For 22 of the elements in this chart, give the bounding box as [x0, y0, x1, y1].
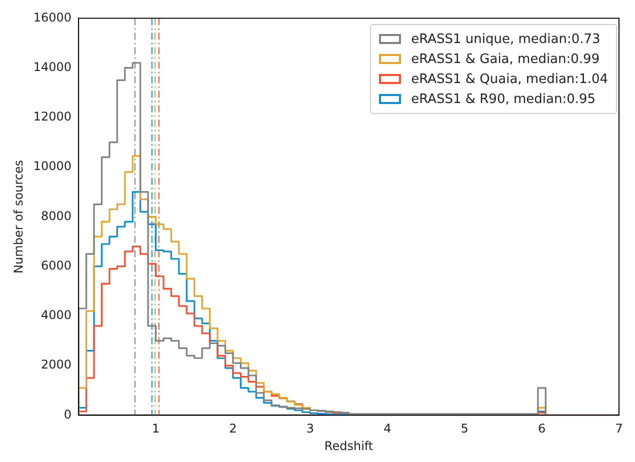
y-tick-label: 8000	[41, 208, 72, 223]
y-tick-label: 10000	[33, 159, 72, 174]
x-tick-label: 7	[615, 422, 623, 436]
x-axis-title: Redshift	[324, 438, 374, 453]
legend-label: eRASS1 & Quaia, median:1.04	[411, 72, 608, 86]
y-tick-label: 6000	[41, 258, 72, 272]
y-tick-label: 2000	[41, 358, 72, 372]
x-tick-label: 6	[538, 422, 546, 436]
x-tick-label: 4	[384, 422, 392, 436]
y-tick-label: 16000	[33, 10, 72, 24]
x-tick-label: 3	[306, 422, 314, 436]
y-tick-label: 0	[64, 407, 72, 422]
y-axis-title: Number of sources	[11, 160, 26, 274]
y-tick-label: 4000	[41, 308, 72, 322]
x-tick-label: 1	[152, 422, 160, 436]
legend-label: eRASS1 & Gaia, median:0.99	[411, 52, 600, 66]
legend-label: eRASS1 & R90, median:0.95	[411, 92, 596, 106]
legend-label: eRASS1 unique, median:0.73	[411, 32, 600, 46]
x-tick-label: 5	[460, 422, 468, 436]
y-tick-label: 12000	[33, 110, 72, 124]
y-tick-label: 14000	[33, 60, 72, 74]
x-tick-label: 2	[229, 422, 237, 436]
